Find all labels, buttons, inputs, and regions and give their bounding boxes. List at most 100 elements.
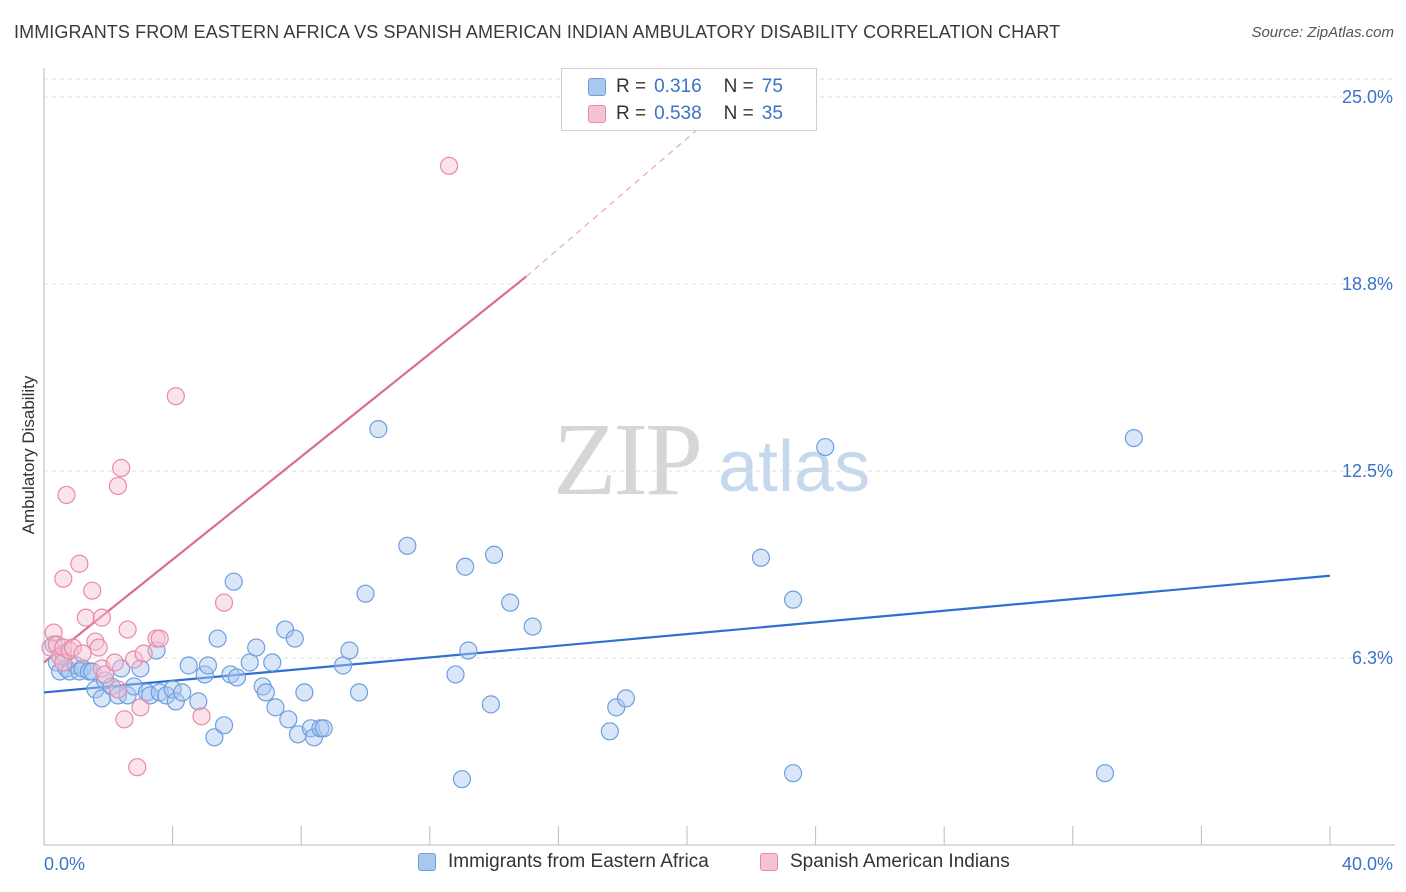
point-eastern-africa (456, 557, 475, 576)
source-credit: Source: ZipAtlas.com (1251, 24, 1394, 41)
point-spanish-american-indian (128, 758, 147, 777)
point-eastern-africa (1095, 764, 1115, 783)
legend-swatch-blue (418, 853, 436, 871)
point-eastern-africa (208, 629, 227, 648)
point-spanish-american-indian (166, 387, 185, 406)
point-spanish-american-indian (73, 644, 92, 663)
x-tick-label-max: 40.0% (1342, 854, 1393, 874)
point-spanish-american-indian (192, 707, 211, 726)
stats-legend: R = 0.316 N = 75 R = 0.538 N = 35 (561, 68, 817, 131)
point-spanish-american-indian (439, 156, 459, 175)
point-eastern-africa (263, 653, 282, 672)
point-spanish-american-indian (92, 608, 111, 627)
point-spanish-american-indian (150, 629, 169, 648)
point-eastern-africa (247, 638, 266, 657)
legend-item-eastern-africa[interactable]: Immigrants from Eastern Africa (418, 851, 709, 873)
point-eastern-africa (70, 662, 89, 681)
point-spanish-american-indian (118, 620, 137, 639)
point-eastern-africa (369, 420, 388, 439)
point-eastern-africa (205, 728, 224, 747)
point-eastern-africa (616, 689, 636, 708)
point-spanish-american-indian (108, 476, 128, 496)
point-eastern-africa (481, 695, 500, 714)
trend-line-eastern-africa (43, 574, 1331, 694)
y-tick-label: 6.3% (1352, 648, 1393, 668)
legend-swatch-pink (760, 853, 778, 871)
watermark-atlas: atlas (718, 427, 871, 507)
point-eastern-africa (108, 686, 128, 705)
point-eastern-africa (279, 710, 298, 729)
legend-swatch-pink (588, 105, 606, 123)
legend-n-value: 75 (761, 76, 783, 97)
point-spanish-american-indian (89, 638, 108, 657)
point-eastern-africa (783, 764, 803, 783)
y-axis-title: Ambulatory Disability (19, 375, 38, 534)
point-eastern-africa (214, 716, 234, 735)
point-eastern-africa (285, 629, 304, 648)
point-spanish-american-indian (70, 554, 89, 573)
legend-n-value: 35 (761, 103, 783, 124)
point-eastern-africa (356, 584, 375, 603)
point-spanish-american-indian (83, 581, 102, 600)
point-spanish-american-indian (105, 653, 124, 672)
legend-r-label: R = (616, 103, 647, 124)
data-points (41, 156, 1143, 789)
point-eastern-africa (266, 698, 285, 717)
point-eastern-africa (485, 545, 504, 564)
legend-row-eastern-africa: R = 0.316 N = 75 (588, 75, 783, 99)
point-spanish-american-indian (108, 680, 128, 699)
point-eastern-africa (446, 665, 465, 684)
point-eastern-africa (783, 590, 803, 609)
point-eastern-africa (240, 653, 259, 672)
point-eastern-africa (227, 668, 246, 687)
point-spanish-american-indian (44, 623, 63, 642)
point-spanish-american-indian (112, 458, 131, 478)
point-eastern-africa (118, 686, 137, 705)
point-eastern-africa (131, 659, 150, 678)
watermark-zip: ZIP (553, 402, 703, 517)
point-spanish-american-indian (134, 644, 153, 663)
point-eastern-africa (501, 593, 520, 612)
axes (43, 68, 1395, 846)
point-eastern-africa (349, 683, 369, 702)
point-spanish-american-indian (63, 638, 83, 657)
y-tick-label: 12.5% (1342, 461, 1393, 481)
point-eastern-africa (1124, 428, 1143, 448)
point-eastern-africa (600, 722, 619, 741)
x-tick-label-min: 0.0% (44, 854, 85, 874)
legend-n-label: N = (723, 103, 754, 124)
legend-label: Spanish American Indians (790, 851, 1010, 872)
point-spanish-american-indian (76, 608, 95, 627)
legend-r-value: 0.316 (654, 76, 702, 97)
point-spanish-american-indian (124, 650, 144, 669)
trend-extension-spanish-american-indians (525, 96, 736, 277)
series-eastern-africa (44, 420, 1143, 789)
point-spanish-american-indian (57, 485, 76, 505)
legend-swatch-blue (588, 78, 606, 96)
point-eastern-africa (459, 641, 478, 660)
point-eastern-africa (189, 692, 208, 711)
y-tick-label: 18.8% (1342, 274, 1393, 294)
legend-item-spanish-american-indians[interactable]: Spanish American Indians (760, 851, 1010, 873)
point-eastern-africa (523, 617, 542, 636)
point-eastern-africa (166, 692, 185, 711)
point-eastern-africa (224, 572, 243, 591)
point-eastern-africa (314, 719, 333, 738)
point-spanish-american-indian (214, 593, 234, 612)
point-eastern-africa (333, 656, 353, 675)
tick-labels: 6.3% 12.5% 18.8% 25.0% 0.0% 40.0% (44, 87, 1393, 874)
point-eastern-africa (398, 536, 417, 555)
series-legend: Immigrants from Eastern Africa Spanish A… (0, 851, 1406, 877)
point-eastern-africa (816, 437, 835, 457)
legend-r-value: 0.538 (654, 103, 702, 124)
legend-row-spanish-american-indians: R = 0.538 N = 35 (588, 102, 783, 126)
point-eastern-africa (340, 641, 359, 660)
point-eastern-africa (179, 656, 198, 675)
legend-label: Immigrants from Eastern Africa (448, 851, 709, 872)
chart-title: IMMIGRANTS FROM EASTERN AFRICA VS SPANIS… (14, 22, 1061, 42)
trend-lines (43, 96, 1331, 694)
point-spanish-american-indian (131, 698, 150, 717)
trend-line-spanish-american-indians (43, 275, 527, 664)
point-spanish-american-indian (95, 665, 115, 684)
